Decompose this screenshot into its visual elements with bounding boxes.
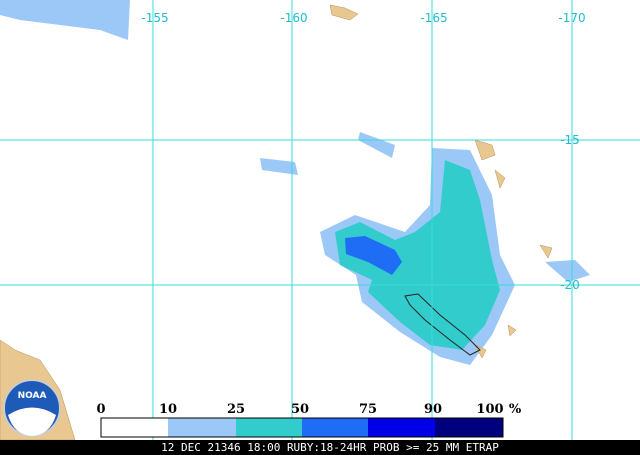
caption: 12 DEC 21346 18:00 RUBY:18-24HR PROB >= … xyxy=(161,441,499,454)
lon-label: -160 xyxy=(280,11,307,25)
lon-label: -170 xyxy=(558,11,585,25)
legend-swatch xyxy=(435,418,503,437)
legend: 0 10 25 50 75 90 100% xyxy=(96,402,522,438)
legend-swatch xyxy=(236,418,302,437)
legend-swatch xyxy=(168,418,236,437)
logo-text: NOAA xyxy=(18,391,47,401)
grid xyxy=(0,0,640,440)
precip-areas xyxy=(0,0,590,365)
lat-label: -15 xyxy=(560,133,580,147)
legend-label: 25 xyxy=(227,402,245,417)
legend-label: 90 xyxy=(424,402,442,417)
legend-swatch xyxy=(368,418,435,437)
legend-label: 10 xyxy=(159,402,177,417)
lon-label: -165 xyxy=(420,11,447,25)
legend-swatch xyxy=(101,418,168,437)
caption-bar xyxy=(0,440,640,455)
legend-unit: % xyxy=(509,402,522,417)
legend-label: 75 xyxy=(359,402,377,417)
legend-label: 0 xyxy=(96,402,105,417)
legend-frame xyxy=(100,417,504,438)
logo: NOAA xyxy=(3,379,61,437)
legend-swatch xyxy=(302,418,368,437)
lon-label: -155 xyxy=(141,11,168,25)
legend-label: 100 xyxy=(476,402,503,417)
lat-label: -20 xyxy=(560,278,580,292)
legend-label: 50 xyxy=(291,402,309,417)
